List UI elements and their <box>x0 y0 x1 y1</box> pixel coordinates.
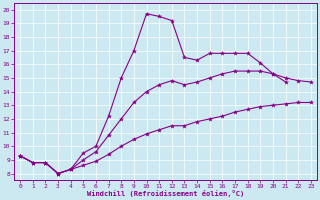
X-axis label: Windchill (Refroidissement éolien,°C): Windchill (Refroidissement éolien,°C) <box>87 190 244 197</box>
